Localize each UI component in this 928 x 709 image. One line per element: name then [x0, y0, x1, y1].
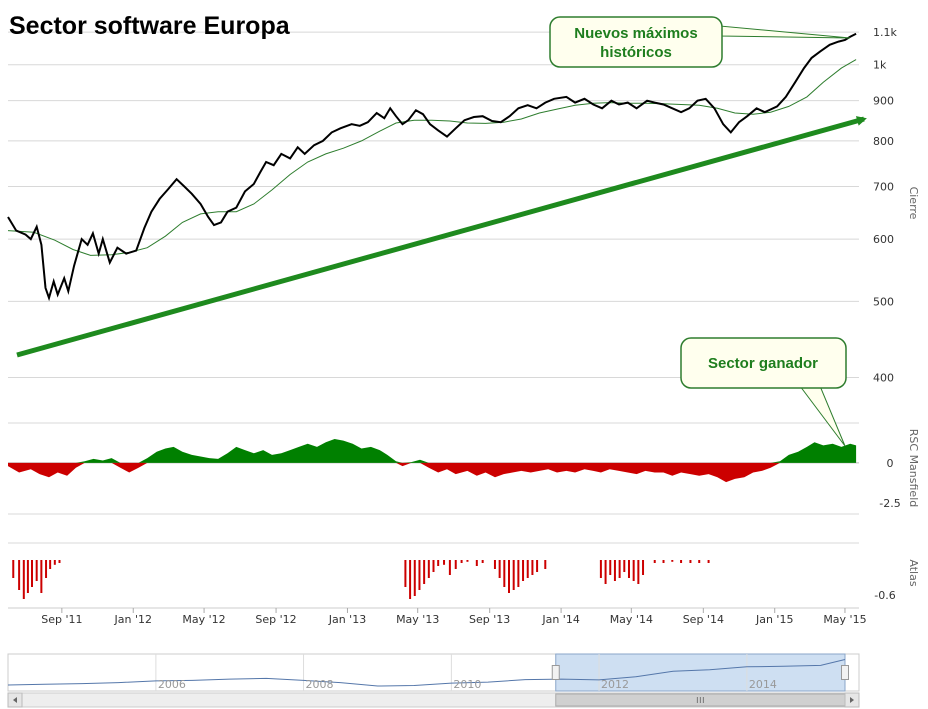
navigator-year-labels: 2006 2008 2010 2012 2014	[158, 678, 777, 691]
chart-title: Sector software Europa	[9, 12, 291, 40]
callout-sector-winner-pointer	[799, 385, 846, 447]
atlas-y-tick-labels: -0.6	[874, 589, 895, 602]
price-panel: 1.1k 1k 900 800 700 600 500 400 Cierre	[7, 26, 920, 384]
x-tick-label: Jan '14	[541, 613, 579, 626]
range-navigator[interactable]: 2006 2008 2010 2012 2014	[7, 653, 860, 692]
atlas-panel: -0.6 Atlas	[8, 542, 920, 609]
rsc-y-tick-label: 0	[887, 457, 894, 470]
price-y-tick-label: 900	[873, 95, 894, 108]
x-tick-label: Sep '13	[469, 613, 510, 626]
x-tick-label: Sep '11	[41, 613, 82, 626]
x-tick-label: Sep '12	[255, 613, 296, 626]
price-y-tick-label: 1k	[873, 59, 887, 72]
close-price-line	[7, 32, 857, 302]
trend-arrow	[16, 116, 867, 358]
moving-average-line	[7, 59, 857, 256]
rsc-y-tick-label: -2.5	[879, 497, 900, 510]
rsc-positive-area	[8, 439, 857, 463]
rsc-mansfield-panel: 0 -2.5 RSC Mansfield	[8, 422, 920, 515]
atlas-y-axis-title: Atlas	[907, 559, 920, 586]
price-y-tick-label: 700	[873, 180, 894, 193]
x-tick-label: May '14	[610, 613, 653, 626]
navigator-handle-left[interactable]	[551, 665, 560, 680]
navigator-series-line	[7, 659, 846, 687]
navigator-year-label: 2006	[158, 678, 186, 691]
callout-new-highs-line1: Nuevos máximos	[574, 25, 697, 42]
x-tick-label: Jan '12	[114, 613, 152, 626]
navigator-year-label: 2012	[601, 678, 629, 691]
x-tick-label: May '15	[823, 613, 866, 626]
navigator-year-label: 2010	[453, 678, 481, 691]
scrollbar[interactable]	[7, 692, 860, 708]
callout-sector-winner: Sector ganador	[680, 337, 847, 447]
navigator-selection[interactable]	[555, 653, 846, 692]
rsc-y-tick-labels: 0 -2.5	[879, 457, 900, 510]
atlas-gridlines	[8, 542, 859, 609]
price-gridlines	[8, 31, 859, 378]
x-tick-label: May '12	[182, 613, 225, 626]
price-y-tick-label: 600	[873, 233, 894, 246]
price-y-tick-label: 500	[873, 295, 894, 308]
x-tick-label: Sep '14	[683, 613, 724, 626]
scrollbar-grip-icon	[696, 697, 704, 703]
scroll-left-arrow-icon	[13, 697, 17, 703]
navigator-gridlines	[155, 654, 748, 691]
atlas-y-tick-label: -0.6	[874, 589, 895, 602]
x-tick-label: Jan '13	[328, 613, 366, 626]
rsc-y-axis-title: RSC Mansfield	[907, 429, 920, 507]
callout-sector-winner-text: Sector ganador	[708, 355, 818, 372]
x-tick-label: May '13	[396, 613, 439, 626]
atlas-bars	[12, 560, 710, 599]
price-y-tick-labels: 1.1k 1k 900 800 700 600 500 400	[873, 26, 897, 384]
rsc-negative-area	[8, 462, 857, 483]
price-y-axis-title: Cierre	[907, 187, 920, 220]
x-tick-label: Jan '15	[755, 613, 793, 626]
callout-new-highs-box	[549, 16, 723, 68]
price-y-tick-label: 400	[873, 371, 894, 384]
navigator-year-label: 2008	[306, 678, 334, 691]
price-y-tick-label: 1.1k	[873, 26, 897, 39]
callout-new-highs-line2: históricos	[600, 44, 672, 61]
scroll-right-arrow-icon	[850, 697, 854, 703]
navigator-year-label: 2014	[749, 678, 777, 691]
navigator-handle-right[interactable]	[841, 665, 849, 680]
price-y-tick-label: 800	[873, 135, 894, 148]
x-axis: Sep '11 Jan '12 May '12 Sep '12 Jan '13 May '…	[41, 608, 867, 626]
callout-sector-winner-box	[680, 337, 847, 389]
callout-new-highs: Nuevos máximos históricos	[549, 16, 851, 68]
